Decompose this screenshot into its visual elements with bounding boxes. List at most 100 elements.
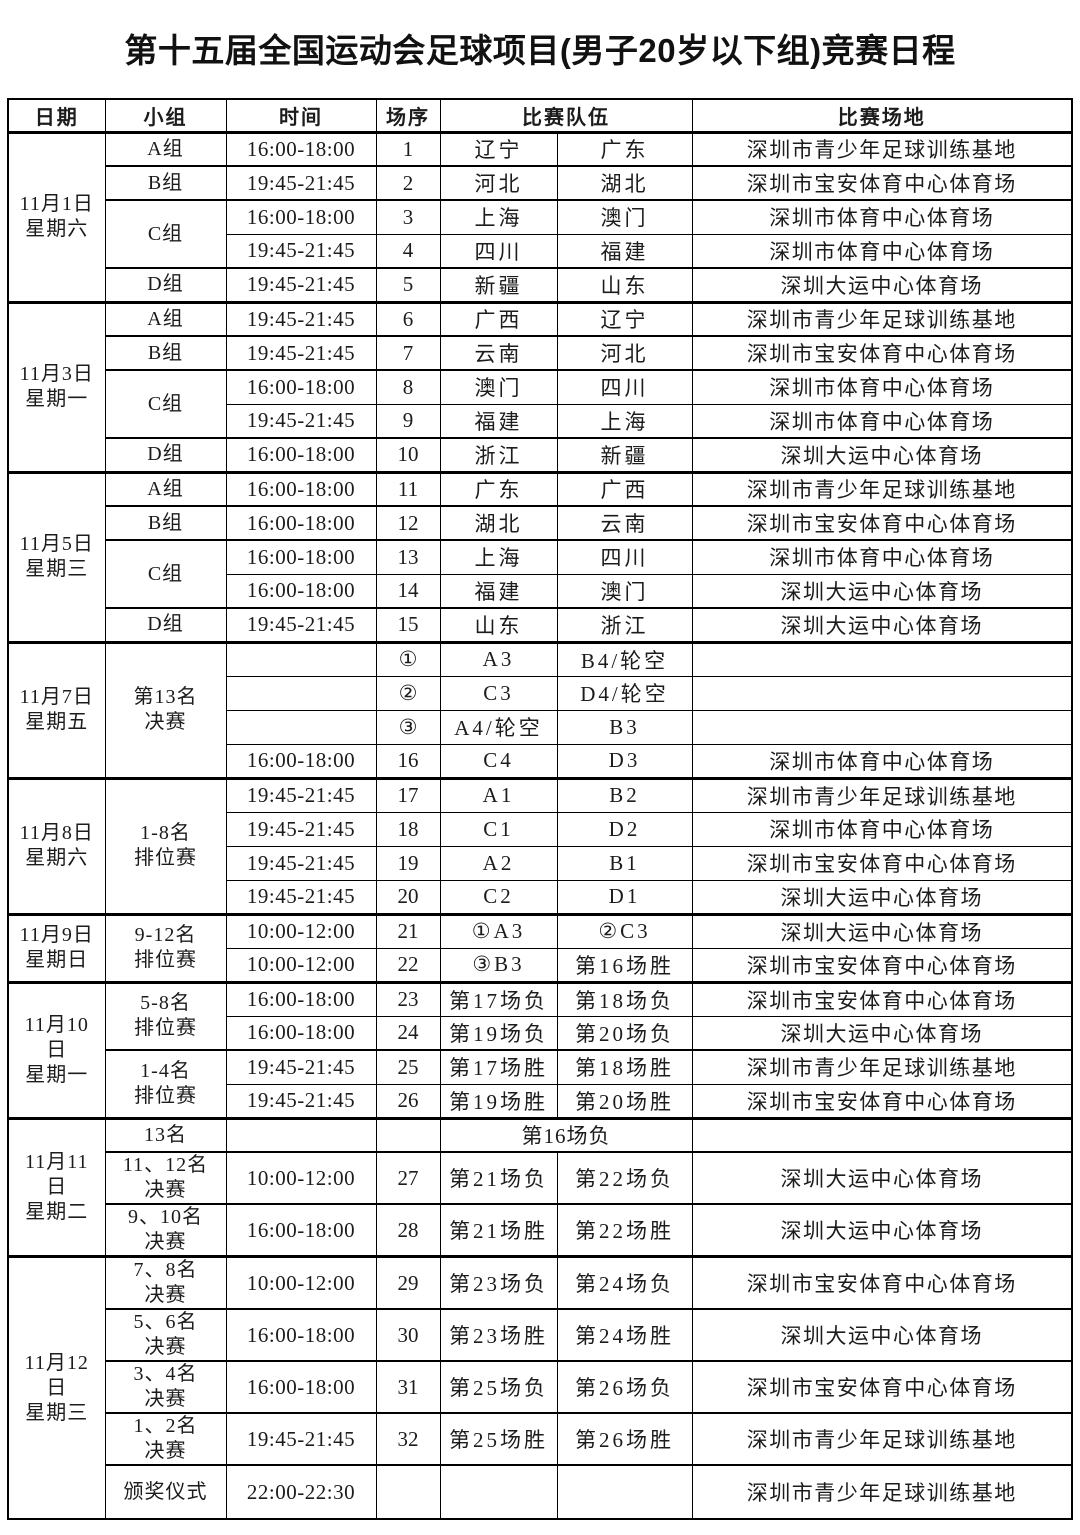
time-cell: 19:45-21:45 [225,165,377,201]
group-line: A组 [147,307,184,330]
group-line: B组 [147,171,184,194]
venue-cell: 深圳市体育中心体育场 [691,403,1073,439]
team1-cell: 第19场负 [439,1015,558,1051]
group-line: C组 [147,392,184,415]
team1-cell: 河北 [439,165,558,201]
page-title: 第十五届全国运动会足球项目(男子20岁以下组)竞赛日程 [124,32,956,69]
group-line: D组 [147,273,184,296]
venue-cell: 深圳大运中心体育场 [691,437,1073,473]
match-no-cell: 2 [375,165,441,201]
team1-cell: 第19场胜 [439,1083,558,1119]
team1-cell: 广东 [439,470,558,507]
schedule-row: C组 16:00-18:00 13 上海 四川 深圳市体育中心体育场 [8,539,1073,609]
venue-cell: 深圳大运中心体育场 [691,912,1073,949]
team2-cell: 第20场胜 [556,1083,693,1119]
group-cell: 9-12名 排位赛 [104,912,227,983]
schedule-row: D组 16:00-18:00 10 浙江 新疆 深圳大运中心体育场 [8,437,1073,473]
schedule-row: 16:00-18:00 24 第19场负 第20场负 深圳大运中心体育场 [8,1015,1073,1051]
date-line: 11月7日 [19,686,94,708]
date-line: 星期三 [25,558,89,580]
match-no-cell: 4 [375,233,441,269]
team2-cell: B4/轮空 [556,640,693,677]
group-cell: 9、10名 决赛 [104,1203,227,1257]
team2-cell: 新疆 [556,437,693,473]
group-line: 排位赛 [134,949,197,971]
venue-cell: 深圳市体育中心体育场 [691,199,1073,235]
date-cell: 11月5日 星期三 [7,470,106,643]
match-no-cell: 7 [375,335,441,371]
group-line: D组 [147,613,184,636]
group-line: 决赛 [144,1284,187,1306]
group-line: 颁奖仪式 [123,1480,208,1503]
team1-cell: 第23场负 [439,1255,558,1310]
team2-cell: 澳门 [556,199,693,235]
team2-cell: 第24场胜 [556,1308,693,1362]
match-no-cell: 11 [375,470,441,507]
venue-cell: 深圳市青少年足球训练基地 [691,1464,1073,1520]
match-no-cell: 21 [375,912,441,949]
match-no-cell: 10 [375,437,441,473]
venue-cell: 深圳市宝安体育中心体育场 [691,1255,1073,1310]
venue-cell: 深圳大运中心体育场 [691,607,1073,643]
date-line: 星期三 [25,1401,89,1424]
team1-cell: 湖北 [439,505,558,541]
date-line: 星期一 [25,388,89,410]
schedule-row: 11月12 日星期三 7、8名 决赛 10:00-12:00 29 第23场负 第24场负 深圳… [7,1255,1073,1520]
match-no-cell: 20 [375,879,441,915]
match-no-cell: 5 [375,267,441,303]
venue-cell: 深圳市青少年足球训练基地 [691,300,1073,337]
header-row: 日期 小组 时间 场序 比赛队伍 比赛场地 [7,98,1073,133]
match-no-cell: 22 [375,947,441,983]
match-no-cell [375,1464,441,1520]
match-no-cell: 24 [375,1015,441,1051]
time-cell: 19:45-21:45 [225,1412,377,1466]
team2-cell: 湖北 [556,165,693,201]
time-cell: 10:00-12:00 [225,1151,377,1205]
time-cell: 16:00-18:00 [225,1360,377,1414]
time-cell: 19:45-21:45 [225,607,377,643]
team2-cell: B3 [556,709,693,745]
group-line: 1-4名 [140,1059,191,1082]
schedule-row: B组 16:00-18:00 12 湖北 云南 深圳市宝安体育中心体育场 [8,505,1073,541]
group-line: 9、10名 [128,1206,203,1228]
group-cell: 1-8名 排位赛 [104,776,227,915]
date-line: 11月3日 [19,363,94,385]
group-cell: 5、6名 决赛 [104,1308,227,1362]
date-cell: 11月9日 星期日 [7,912,106,983]
date-line: 星期一 [25,1063,89,1086]
schedule-row: 颁奖仪式 22:00-22:30 深圳市青少年足球训练基地 [8,1464,1073,1520]
venue-cell: 深圳市体育中心体育场 [691,539,1073,575]
col-header-venue: 比赛场地 [691,98,1073,133]
team2-cell: 河北 [556,335,693,371]
team1-cell: C2 [439,879,558,915]
time-cell: 10:00-12:00 [225,912,377,949]
team2-cell: D1 [556,879,693,915]
group-line: 第13名 [133,686,198,708]
time-cell: 19:45-21:45 [225,233,377,269]
col-header-match-no: 场序 [375,98,441,133]
time-cell [225,1116,377,1153]
match-no-cell: 6 [375,300,441,337]
schedule-row: C组 16:00-18:00 3 上海 澳门 深圳市体育中心体育场 [8,199,1073,269]
group-line: D组 [147,443,184,466]
team2-cell: 第18场负 [556,980,693,1017]
group-line: 决赛 [144,1336,187,1358]
group-cell: A组 [104,300,227,337]
group-cell: 5-8名 排位赛 [104,980,227,1051]
time-cell: 16:00-18:00 [225,505,377,541]
date-cell: 11月8日 星期六 [7,776,106,915]
team1-cell: C4 [439,743,558,779]
schedule-row: D组 19:45-21:45 5 新疆 山东 深圳大运中心体育场 [8,267,1073,303]
date-line: 11月10 [24,1013,89,1036]
group-line: 11、12名 [122,1154,209,1176]
match-no-cell: 26 [375,1083,441,1119]
match-no-cell: 28 [375,1203,441,1257]
date-line: 日 [46,1038,68,1061]
team1-cell: C1 [439,811,558,847]
group-line: 5-8名 [140,992,191,1015]
group-cell: B组 [104,505,227,541]
group-line: C组 [147,562,184,585]
time-cell: 22:00-22:30 [225,1464,377,1520]
schedule-row: 11月11 日星期二 13名 第16场负 [7,1116,1073,1257]
time-cell: 16:00-18:00 [225,573,377,609]
